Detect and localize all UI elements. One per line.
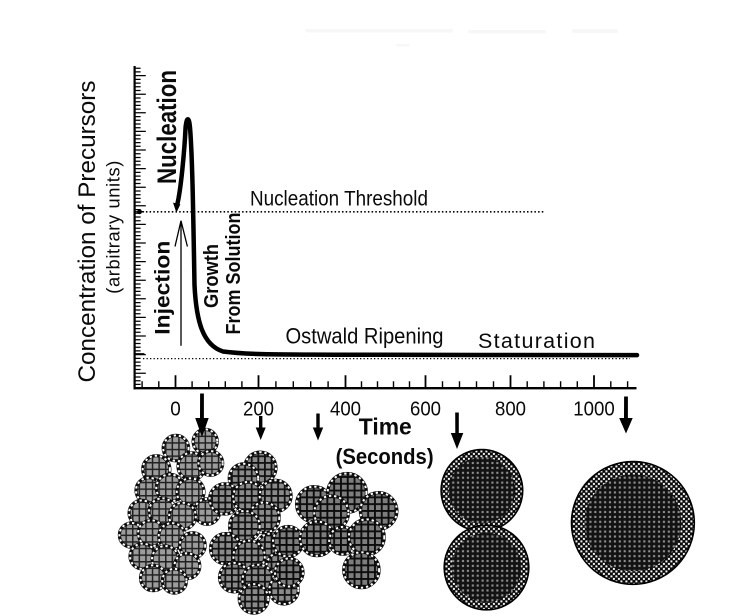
svg-text:Growth: Growth	[200, 244, 223, 308]
svg-text:Nucleation: Nucleation	[152, 70, 182, 184]
svg-text:Staturation: Staturation	[478, 329, 595, 353]
svg-text:Injection: Injection	[151, 241, 175, 335]
svg-text:600: 600	[410, 399, 441, 421]
svg-text:0: 0	[170, 399, 181, 421]
svg-text:200: 200	[243, 399, 274, 421]
svg-text:Time: Time	[359, 414, 412, 440]
svg-text:Nucleation Threshold: Nucleation Threshold	[250, 188, 428, 211]
svg-text:800: 800	[495, 399, 526, 421]
svg-text:400: 400	[330, 399, 361, 421]
svg-text:Ostwald Ripening: Ostwald Ripening	[286, 324, 444, 349]
svg-text:(arbitrary units): (arbitrary units)	[103, 161, 124, 294]
svg-text:(Seconds): (Seconds)	[336, 444, 434, 469]
svg-text:From Solution: From Solution	[222, 213, 245, 335]
svg-text:Concentration of Precursors: Concentration of Precursors	[74, 81, 101, 383]
svg-text:1000: 1000	[573, 399, 615, 421]
